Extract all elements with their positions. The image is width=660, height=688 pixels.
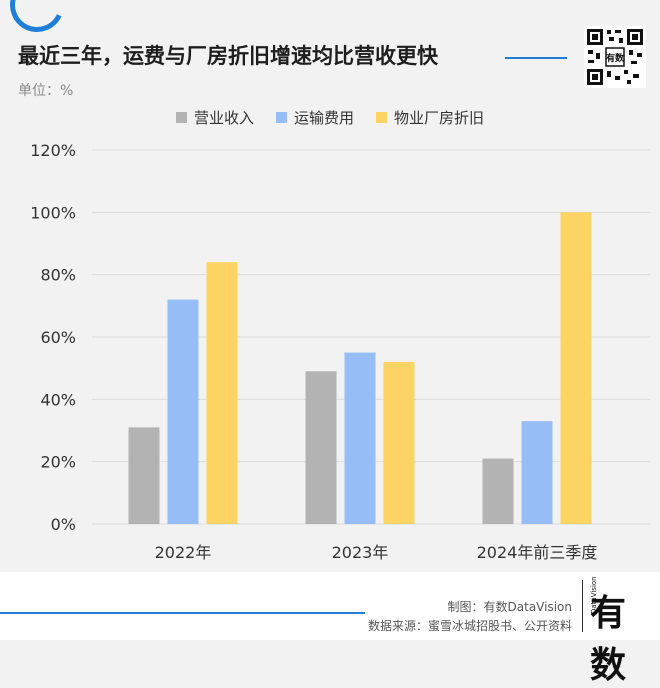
svg-text:有数: 有数 bbox=[606, 52, 625, 64]
brand-logo: 有数 DataVision bbox=[590, 576, 650, 686]
logo-subtext: DataVision bbox=[590, 576, 598, 614]
x-tick-label: 2022年 bbox=[155, 543, 212, 562]
legend-swatch-revenue bbox=[175, 112, 187, 123]
qr-code-icon: 有数 bbox=[584, 26, 646, 88]
footer-accent-line bbox=[0, 612, 365, 614]
footer bbox=[0, 572, 660, 640]
legend-item-revenue: 营业收入 bbox=[175, 107, 254, 128]
y-tick-label: 60% bbox=[40, 328, 76, 347]
footer-separator bbox=[582, 580, 583, 632]
legend-item-freight: 运输费用 bbox=[275, 107, 354, 128]
chart-title: 最近三年，运费与厂房折旧增速均比营收更快 bbox=[18, 44, 438, 68]
footer-source: 数据来源：蜜雪冰城招股书、公开资料 bbox=[367, 619, 572, 633]
chart-legend: 营业收入 运输费用 物业厂房折旧 bbox=[0, 107, 660, 128]
y-tick-label: 80% bbox=[40, 266, 76, 285]
legend-swatch-freight bbox=[275, 112, 287, 123]
bar-depreciation bbox=[560, 212, 592, 525]
bar-revenue bbox=[482, 458, 514, 524]
y-tick-label: 40% bbox=[40, 390, 76, 409]
x-tick-label: 2023年 bbox=[332, 543, 389, 562]
bar-revenue bbox=[128, 427, 160, 524]
bar-freight bbox=[521, 421, 553, 524]
bar-freight bbox=[344, 352, 376, 524]
y-tick-label: 0% bbox=[51, 515, 76, 534]
y-tick-label: 100% bbox=[30, 203, 76, 222]
title-accent-line bbox=[505, 57, 567, 59]
bar-freight bbox=[167, 299, 199, 524]
legend-label-depreciation: 物业厂房折旧 bbox=[394, 109, 485, 127]
bar-revenue bbox=[305, 371, 337, 524]
bar-depreciation bbox=[383, 361, 415, 524]
footer-credit: 制图：有数DataVision bbox=[447, 600, 572, 614]
legend-item-depreciation: 物业厂房折旧 bbox=[376, 107, 484, 128]
x-tick-label: 2024年前三季度 bbox=[477, 543, 598, 562]
legend-label-freight: 运输费用 bbox=[293, 109, 354, 127]
unit-label: 单位：% bbox=[18, 83, 74, 99]
bar-chart: 0% 20% 40% 60% 80% 100% 120% 2022年 2023年 2024年前三季… bbox=[30, 141, 650, 562]
logo-text: 有数 bbox=[590, 593, 626, 686]
legend-label-revenue: 营业收入 bbox=[193, 109, 254, 127]
legend-swatch-depreciation bbox=[376, 112, 387, 123]
y-tick-label: 120% bbox=[30, 141, 76, 160]
y-tick-label: 20% bbox=[40, 453, 76, 472]
bar-depreciation bbox=[206, 262, 238, 524]
